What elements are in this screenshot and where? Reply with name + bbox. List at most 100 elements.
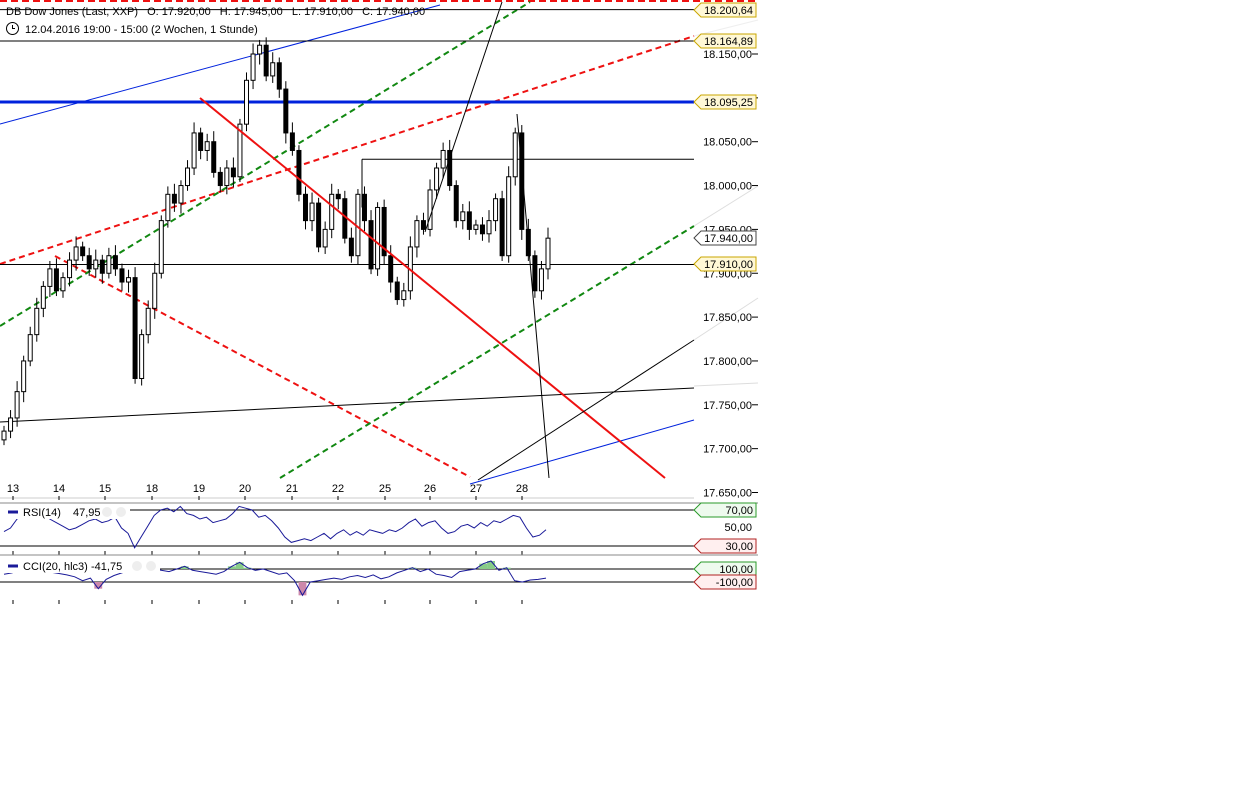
x-tick-label: 26: [424, 483, 436, 495]
candle: [93, 249, 99, 278]
period-text: 12.04.2016 19:00 - 15:00 (2 Wochen, 1 St…: [25, 24, 258, 36]
cci-close-icon: [146, 561, 156, 571]
candle: [244, 72, 250, 132]
candle-body: [119, 268, 125, 283]
trendline-layer-back: [0, 0, 759, 485]
cci-level-tag-1: -100,00: [693, 574, 757, 590]
black-diagonal-up: [477, 339, 695, 481]
price-marker-4-shape: [693, 256, 757, 272]
candle: [289, 122, 295, 156]
cci-line: [3, 560, 547, 597]
candle: [532, 250, 538, 298]
trendline-layer-front: [199, 1, 695, 481]
candle: [316, 197, 322, 253]
candle-body: [316, 202, 322, 248]
candle-body: [361, 193, 367, 222]
price-marker-2-shape: [693, 94, 757, 110]
candle-body: [73, 246, 79, 261]
candle-body: [132, 277, 138, 379]
cci-overbought-fill: [180, 566, 189, 569]
y-tick-label: 17.850,00: [703, 312, 752, 324]
candle: [80, 241, 86, 261]
cci-settings-icon: [132, 561, 142, 571]
candle: [165, 186, 171, 228]
candle: [73, 236, 79, 271]
x-tick-label: 19: [193, 483, 205, 495]
candle: [499, 190, 505, 261]
candle: [296, 145, 302, 202]
rsi-panel[interactable]: 70,00 50,00 30,00 RSI(14) 47,95: [0, 502, 758, 554]
candle-body: [453, 185, 459, 222]
candle-body: [60, 277, 66, 292]
candle-body: [139, 334, 145, 379]
candle-body: [67, 259, 73, 279]
x-tick-label: 14: [53, 483, 65, 495]
cci-level-tag-1-label: -100,00: [716, 577, 753, 589]
candle-body: [40, 285, 46, 309]
candle: [361, 186, 367, 232]
candle: [152, 262, 158, 319]
candle-body: [519, 132, 525, 230]
black-diagonal-down: [516, 113, 550, 479]
cci-label-bg: [0, 559, 160, 573]
candle-body: [27, 334, 33, 362]
candle-body: [322, 228, 328, 248]
candle-body: [309, 202, 315, 222]
y-tick-label: 17.750,00: [703, 400, 752, 412]
candle-body: [276, 62, 282, 90]
cci-overbought-fill: [479, 563, 488, 569]
price-marker-3: 17.940,00: [693, 230, 757, 246]
candle-body: [211, 141, 217, 173]
candle: [493, 193, 499, 232]
y-axis: 18.150,0018.100,0018.050,0018.000,0017.9…: [703, 49, 758, 500]
cci-overbought-fill: [408, 567, 417, 569]
price-marker-4-label: 17.910,00: [704, 259, 753, 271]
candle: [368, 210, 374, 275]
candle: [434, 162, 440, 199]
candle: [132, 267, 138, 384]
faint-extension-2: [693, 382, 759, 387]
candle-body: [434, 167, 440, 191]
black-diagonal-steep: [424, 1, 503, 233]
price-marker-0: 18.200,64: [693, 2, 757, 18]
candle-body: [230, 167, 236, 178]
rsi-level-tag-0: 70,00: [693, 502, 757, 518]
candle: [276, 57, 282, 98]
candle-body: [145, 307, 151, 336]
candle-body: [14, 391, 20, 419]
candle: [217, 167, 223, 193]
candle-body: [414, 220, 420, 248]
candle: [519, 125, 525, 240]
red-dashed-upper: [0, 35, 695, 265]
candle: [211, 131, 217, 178]
close-value: C: 17.940,00: [362, 6, 426, 18]
candle-body: [335, 193, 341, 200]
candle-body: [493, 198, 499, 222]
candle: [270, 52, 276, 83]
x-tick-label: 25: [379, 483, 391, 495]
candle: [21, 355, 27, 403]
candle-body: [427, 189, 433, 230]
candle-body: [368, 220, 374, 270]
candle-body: [152, 272, 158, 309]
candle: [257, 39, 263, 65]
high-value: H: 17.945,00: [219, 6, 283, 18]
cci-panel[interactable]: 100,00-100,00 CCI(20, hlc3) -41,75: [0, 554, 758, 597]
candle-body: [512, 132, 518, 178]
candle-body: [21, 360, 27, 393]
candle: [198, 127, 204, 160]
rsi-level-tag-2-shape: [693, 538, 757, 554]
price-marker-3-label: 17.940,00: [704, 233, 753, 245]
candle: [119, 263, 125, 291]
faint-extension-1: [693, 297, 759, 341]
red-dashed-lower: [54, 255, 471, 478]
green-dashed-upper: [0, 1, 531, 327]
candle-body: [283, 88, 289, 134]
candle-body: [178, 185, 184, 204]
candle-body: [80, 246, 86, 257]
candle-body: [466, 211, 472, 230]
cci-overbought-fill: [235, 562, 244, 569]
rsi-legend-value: 47,95: [73, 507, 101, 519]
candle-body: [270, 62, 276, 77]
